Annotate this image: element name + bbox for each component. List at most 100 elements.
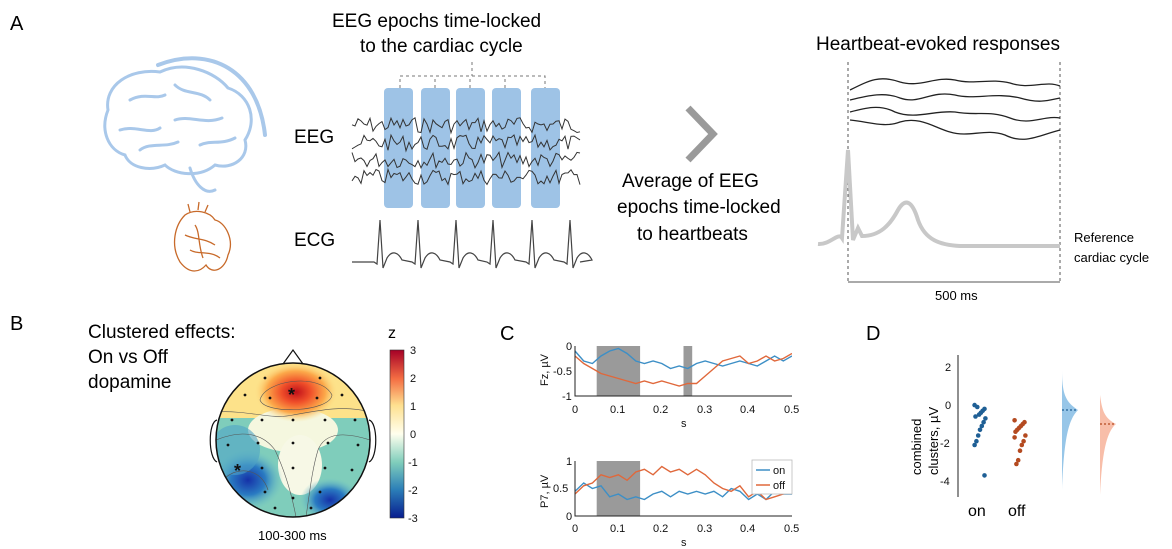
fz-xticks: 0 0.1 0.2 0.3 0.4 0.5 xyxy=(572,404,799,416)
data-point-on xyxy=(983,416,988,421)
legend: on off xyxy=(751,459,793,495)
d-points xyxy=(972,402,1028,478)
data-point-on xyxy=(974,438,979,444)
data-point-on xyxy=(975,433,981,438)
topoplot: * * xyxy=(209,348,377,518)
d-ytick: 2 xyxy=(945,362,951,374)
x-tick: 0.5 xyxy=(784,523,799,535)
panel-b-title-line1: Clustered effects: xyxy=(88,322,236,343)
data-point-off xyxy=(1013,429,1018,435)
data-point-on xyxy=(972,442,977,448)
x-tick: 0.2 xyxy=(653,523,668,535)
d-ytick: -4 xyxy=(940,476,950,488)
legend-off: off xyxy=(773,480,786,492)
panel-b-title-line2: On vs Off xyxy=(88,347,169,368)
average-line1: Average of EEG xyxy=(622,171,759,192)
p7-xlabel: s xyxy=(681,537,687,549)
her-title: Heartbeat-evoked responses xyxy=(816,34,1060,55)
colorbar-tick: 3 xyxy=(410,345,416,357)
data-point-off xyxy=(1021,438,1026,444)
nose-icon xyxy=(282,348,304,365)
her-trace xyxy=(849,119,1061,140)
data-point-on xyxy=(979,423,985,429)
eeg-trace xyxy=(351,167,581,186)
fz-xlabel: s xyxy=(681,418,687,430)
fz-plot: Fz, µV 0 -0.5 -1 xyxy=(539,341,792,403)
svg-text:*: * xyxy=(288,385,295,405)
panel-d-label: D xyxy=(866,323,880,345)
x-tick: 0 xyxy=(572,523,578,535)
colorbar-ticks: 3 2 1 0 -1 -2 -3 xyxy=(408,345,418,525)
data-point-off xyxy=(1012,435,1017,440)
data-point-on xyxy=(977,427,983,433)
colorbar-tick: 0 xyxy=(410,429,416,441)
off-density xyxy=(1100,395,1116,495)
data-point-on xyxy=(982,473,987,478)
epoch-window xyxy=(421,88,450,208)
panel-b-title-line3: dopamine xyxy=(88,372,171,393)
data-point-on xyxy=(975,404,980,410)
x-tick: 0.5 xyxy=(784,404,799,416)
epoch-window xyxy=(492,88,521,208)
data-point-on xyxy=(976,412,982,417)
p7-ylabel: P7, µV xyxy=(539,474,551,508)
x-tick: 0.4 xyxy=(740,523,755,535)
x-tick: 0 xyxy=(572,404,578,416)
d-ytick: 0 xyxy=(945,400,951,412)
electrode-dots xyxy=(226,376,360,510)
her-traces xyxy=(849,78,1061,140)
d-ytick: -2 xyxy=(940,438,950,450)
eeg-trace xyxy=(351,116,581,135)
brain-icon xyxy=(103,56,267,193)
colorbar-tick: -2 xyxy=(408,485,418,497)
fz-ytick: -1 xyxy=(562,391,572,403)
on-density xyxy=(1062,370,1078,490)
series-line-on xyxy=(575,482,792,501)
colorbar-tick: -1 xyxy=(408,457,418,469)
x-tick: 0.4 xyxy=(740,404,755,416)
data-point-on xyxy=(973,414,978,419)
eeg-traces xyxy=(351,116,581,186)
her-trace xyxy=(849,78,1061,91)
colorbar-title: z xyxy=(388,325,396,342)
series-line-off xyxy=(575,352,792,387)
reference-cardiac-cycle xyxy=(817,149,1060,248)
chevron-right-icon xyxy=(685,105,718,163)
topo-window-label: 100-300 ms xyxy=(258,528,327,543)
her-trace xyxy=(849,106,1061,122)
data-point-off xyxy=(1014,461,1019,467)
p7-ytick: 1 xyxy=(566,456,572,468)
data-point-off xyxy=(1019,442,1025,448)
ecg-label: ECG xyxy=(294,230,335,251)
d-xticks: on off xyxy=(968,503,1026,520)
average-line2: epochs time-locked xyxy=(617,197,781,218)
eeg-label: EEG xyxy=(294,127,334,148)
fz-ytick: 0 xyxy=(566,341,572,353)
fz-ylabel: Fz, µV xyxy=(539,353,551,386)
epochs-title-line2: to the cardiac cycle xyxy=(360,36,523,57)
x-tick: 0.3 xyxy=(697,523,712,535)
fz-ytick: -0.5 xyxy=(553,366,572,378)
highlight-window xyxy=(683,346,693,396)
data-point-off xyxy=(1023,433,1028,438)
highlight-window xyxy=(596,346,641,396)
scale-label: 500 ms xyxy=(935,288,978,303)
colorbar-tick: 2 xyxy=(410,373,416,385)
x-tick: 0.1 xyxy=(610,523,625,535)
left-ear-icon xyxy=(209,419,218,463)
epochs-title-line1: EEG epochs time-locked xyxy=(332,11,541,32)
x-tick: 0.3 xyxy=(697,404,712,416)
d-xtick: off xyxy=(1008,503,1026,520)
colorbar-tick: -3 xyxy=(408,513,418,525)
average-line3: to heartbeats xyxy=(637,224,748,245)
d-yticks: 2 0 -2 -4 xyxy=(940,362,951,488)
reference-line1: Reference xyxy=(1074,230,1134,245)
panel-d-ylabel-line1: combined xyxy=(909,419,924,475)
ecg-trace xyxy=(352,219,593,269)
eeg-trace xyxy=(351,133,581,153)
panel-c-label: C xyxy=(500,323,514,345)
right-ear-icon xyxy=(368,419,377,463)
svg-text:*: * xyxy=(234,461,241,481)
panel-d-ylabel-line2: clusters, µV xyxy=(926,406,941,475)
